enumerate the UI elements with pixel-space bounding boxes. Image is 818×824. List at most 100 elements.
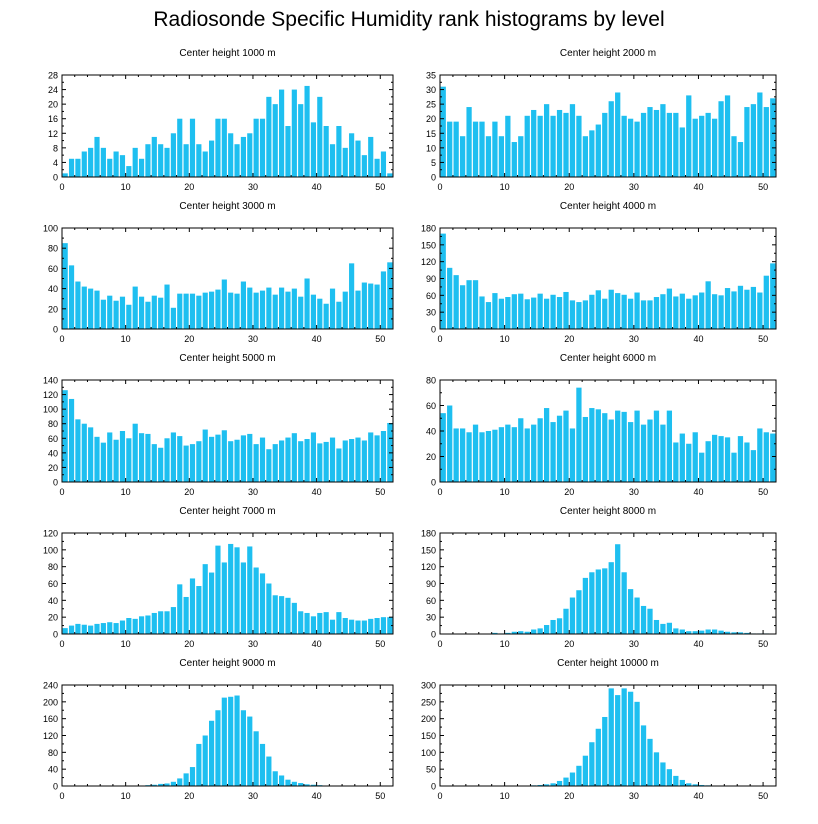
bar xyxy=(189,767,196,786)
bar xyxy=(361,440,367,482)
bar xyxy=(75,419,81,482)
y-tick-label: 160 xyxy=(43,714,58,724)
y-tick-label: 4 xyxy=(53,158,58,168)
y-tick-label: 50 xyxy=(426,765,436,775)
bar xyxy=(317,612,323,634)
bar xyxy=(472,280,479,329)
y-tick-label: 60 xyxy=(426,401,436,411)
bar xyxy=(266,583,272,634)
bar xyxy=(107,295,113,329)
bar xyxy=(164,438,170,482)
bar xyxy=(336,126,342,177)
bar xyxy=(272,595,278,634)
bar xyxy=(492,429,498,482)
x-tick-label: 0 xyxy=(59,487,64,497)
bar xyxy=(215,289,221,329)
bar xyxy=(770,263,776,329)
bar xyxy=(757,428,763,482)
panel-title: Center height 6000 m xyxy=(560,353,656,364)
bar xyxy=(259,573,266,634)
bar xyxy=(770,433,776,482)
bar xyxy=(183,773,189,786)
bar xyxy=(62,390,68,482)
bar xyxy=(266,756,272,786)
bar xyxy=(724,288,731,329)
bar xyxy=(679,629,685,634)
bar xyxy=(556,109,563,177)
bar xyxy=(132,618,138,634)
bar xyxy=(595,124,601,177)
bar xyxy=(361,282,367,329)
bar xyxy=(569,597,576,634)
bar xyxy=(228,441,234,482)
y-tick-label: 30 xyxy=(426,613,436,623)
x-tick-label: 20 xyxy=(564,487,574,497)
bar xyxy=(673,112,679,177)
bar xyxy=(202,564,208,634)
bar xyxy=(368,283,374,329)
x-tick-label: 50 xyxy=(375,639,385,649)
x-tick-label: 20 xyxy=(564,791,574,801)
y-tick-label: 180 xyxy=(421,529,436,539)
x-tick-label: 30 xyxy=(629,487,639,497)
bar xyxy=(170,432,176,482)
bar xyxy=(266,287,272,329)
y-tick-label: 0 xyxy=(53,630,58,640)
bar xyxy=(68,265,75,329)
y-tick-label: 0 xyxy=(431,478,436,488)
x-tick-label: 30 xyxy=(248,487,258,497)
bar xyxy=(589,742,595,786)
bar xyxy=(634,597,640,634)
bar xyxy=(679,293,685,329)
bar xyxy=(62,628,68,634)
bar xyxy=(119,155,126,177)
x-tick-label: 20 xyxy=(184,639,194,649)
bar xyxy=(485,431,492,482)
bar xyxy=(253,731,259,786)
bar xyxy=(374,435,380,482)
bar xyxy=(202,292,208,329)
bar xyxy=(556,618,563,634)
y-tick-label: 120 xyxy=(43,390,58,400)
x-tick-label: 0 xyxy=(59,334,64,344)
bar xyxy=(492,632,498,634)
bar xyxy=(608,562,614,634)
bar xyxy=(673,442,679,482)
bar xyxy=(447,121,453,177)
bar xyxy=(310,294,317,329)
y-tick-label: 300 xyxy=(421,681,436,691)
y-tick-label: 40 xyxy=(48,596,58,606)
bar xyxy=(189,293,196,329)
x-tick-label: 40 xyxy=(693,639,703,649)
x-tick-label: 10 xyxy=(500,334,510,344)
bar xyxy=(68,625,75,634)
bar xyxy=(189,578,196,634)
bar xyxy=(518,136,524,177)
bar xyxy=(543,104,550,177)
bar xyxy=(699,784,705,786)
bar xyxy=(537,293,543,329)
bar xyxy=(602,413,608,482)
bar xyxy=(576,302,582,329)
bar xyxy=(107,622,113,634)
y-tick-label: 200 xyxy=(421,714,436,724)
bar xyxy=(459,285,466,329)
bar xyxy=(576,590,582,634)
x-tick-label: 20 xyxy=(564,182,574,192)
bar xyxy=(666,622,673,634)
bar xyxy=(272,444,278,482)
y-tick-label: 20 xyxy=(48,100,58,110)
bar xyxy=(81,286,87,329)
bar xyxy=(247,133,253,177)
bar xyxy=(744,442,750,482)
x-tick-label: 40 xyxy=(693,182,703,192)
bar xyxy=(763,432,769,482)
bar xyxy=(615,544,621,634)
bar xyxy=(699,292,705,329)
bar xyxy=(737,142,744,177)
bar xyxy=(100,442,106,482)
bar xyxy=(272,771,278,786)
bar xyxy=(285,437,291,482)
panel-title: Center height 9000 m xyxy=(179,658,275,669)
bar xyxy=(640,725,647,786)
